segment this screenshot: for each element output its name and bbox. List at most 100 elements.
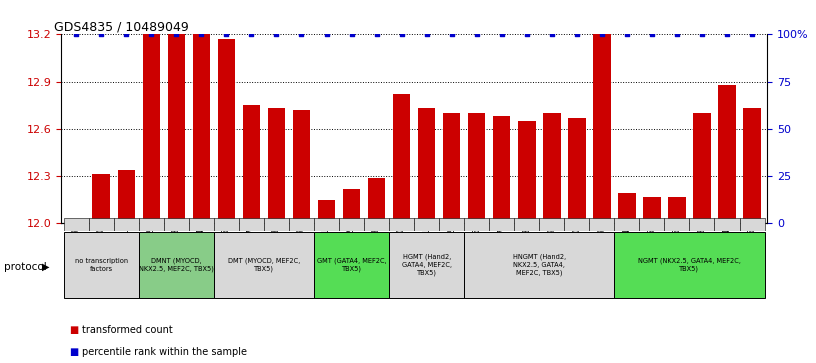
Bar xyxy=(264,218,289,231)
Bar xyxy=(214,218,239,231)
Point xyxy=(596,32,609,37)
Bar xyxy=(514,218,539,231)
Bar xyxy=(92,175,110,223)
Bar xyxy=(188,218,214,231)
Point xyxy=(295,32,308,37)
Bar xyxy=(568,118,586,223)
Point xyxy=(420,32,433,37)
Bar xyxy=(643,196,661,223)
Text: transformed count: transformed count xyxy=(82,325,172,335)
Bar xyxy=(618,193,636,223)
Bar xyxy=(389,232,464,298)
Point xyxy=(570,32,583,37)
Bar xyxy=(368,178,385,223)
Bar xyxy=(539,218,565,231)
Bar xyxy=(468,113,486,223)
Text: NGMT (NKX2.5, GATA4, MEF2C,
TBX5): NGMT (NKX2.5, GATA4, MEF2C, TBX5) xyxy=(638,258,741,272)
Bar xyxy=(715,218,739,231)
Point xyxy=(470,32,483,37)
Bar xyxy=(664,218,690,231)
Bar xyxy=(64,232,139,298)
Bar xyxy=(167,34,185,223)
Bar xyxy=(143,34,160,223)
Bar xyxy=(614,218,640,231)
Bar xyxy=(443,113,460,223)
Text: no transcription
factors: no transcription factors xyxy=(75,258,128,272)
Bar xyxy=(694,113,711,223)
Point xyxy=(370,32,383,37)
Bar xyxy=(490,218,514,231)
Bar xyxy=(68,219,85,223)
Point xyxy=(620,32,633,37)
Text: GMT (GATA4, MEF2C,
TBX5): GMT (GATA4, MEF2C, TBX5) xyxy=(317,258,386,272)
Point xyxy=(245,32,258,37)
Bar xyxy=(614,232,765,298)
Bar xyxy=(293,110,310,223)
Point xyxy=(495,32,508,37)
Bar xyxy=(414,218,439,231)
Point xyxy=(545,32,558,37)
Bar xyxy=(518,121,535,223)
Bar xyxy=(364,218,389,231)
Bar xyxy=(64,218,89,231)
Bar xyxy=(640,218,664,231)
Text: DMT (MYOCD, MEF2C,
TBX5): DMT (MYOCD, MEF2C, TBX5) xyxy=(228,258,300,272)
Bar xyxy=(89,218,113,231)
Bar xyxy=(690,218,715,231)
Bar xyxy=(464,218,490,231)
Bar xyxy=(139,218,164,231)
Bar xyxy=(314,218,339,231)
Point xyxy=(95,32,108,37)
Point xyxy=(395,32,408,37)
Text: GDS4835 / 10489049: GDS4835 / 10489049 xyxy=(54,20,188,33)
Point xyxy=(195,32,208,37)
Bar xyxy=(113,218,139,231)
Bar xyxy=(164,218,188,231)
Point xyxy=(645,32,659,37)
Bar xyxy=(439,218,464,231)
Bar xyxy=(239,218,264,231)
Point xyxy=(345,32,358,37)
Point xyxy=(220,32,233,37)
Text: ▶: ▶ xyxy=(42,262,50,272)
Text: ■: ■ xyxy=(69,325,78,335)
Bar xyxy=(392,94,410,223)
Bar xyxy=(314,232,389,298)
Point xyxy=(120,32,133,37)
Bar xyxy=(589,218,614,231)
Bar xyxy=(565,218,589,231)
Text: DMNT (MYOCD,
NKX2.5, MEF2C, TBX5): DMNT (MYOCD, NKX2.5, MEF2C, TBX5) xyxy=(139,258,214,272)
Text: protocol: protocol xyxy=(4,262,47,272)
Bar xyxy=(743,109,761,223)
Bar xyxy=(139,232,214,298)
Point xyxy=(671,32,684,37)
Point xyxy=(721,32,734,37)
Text: HGMT (Hand2,
GATA4, MEF2C,
TBX5): HGMT (Hand2, GATA4, MEF2C, TBX5) xyxy=(401,254,451,276)
Point xyxy=(695,32,708,37)
Point xyxy=(446,32,459,37)
Bar xyxy=(668,196,685,223)
Text: percentile rank within the sample: percentile rank within the sample xyxy=(82,347,246,357)
Bar xyxy=(718,85,736,223)
Bar xyxy=(389,218,414,231)
Bar xyxy=(543,113,561,223)
Point xyxy=(144,32,157,37)
Point xyxy=(69,32,82,37)
Bar xyxy=(339,218,364,231)
Bar xyxy=(343,189,361,223)
Bar xyxy=(218,39,235,223)
Bar xyxy=(214,232,314,298)
Point xyxy=(746,32,759,37)
Point xyxy=(521,32,534,37)
Bar xyxy=(268,109,286,223)
Point xyxy=(320,32,333,37)
Bar xyxy=(193,34,211,223)
Bar xyxy=(289,218,314,231)
Bar xyxy=(242,105,260,223)
Bar xyxy=(418,109,436,223)
Bar xyxy=(464,232,614,298)
Bar xyxy=(118,170,135,223)
Text: HNGMT (Hand2,
NKX2.5, GATA4,
MEF2C, TBX5): HNGMT (Hand2, NKX2.5, GATA4, MEF2C, TBX5… xyxy=(512,254,565,276)
Bar xyxy=(493,116,511,223)
Bar xyxy=(739,218,765,231)
